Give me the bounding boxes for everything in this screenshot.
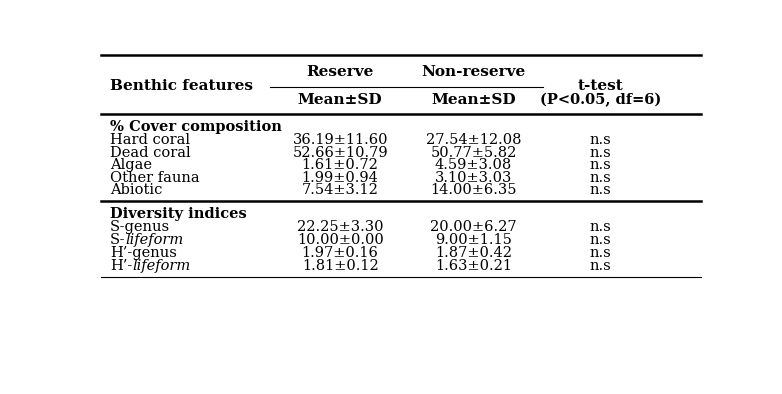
Text: n.s: n.s [590, 220, 612, 234]
Text: H’-: H’- [109, 259, 132, 273]
Text: n.s: n.s [590, 146, 612, 160]
Text: Hard coral: Hard coral [109, 134, 190, 147]
Text: Benthic features: Benthic features [109, 79, 253, 93]
Text: (P<0.05, df=6): (P<0.05, df=6) [540, 93, 662, 108]
Text: Diversity indices: Diversity indices [109, 207, 246, 221]
Text: Non-reserve: Non-reserve [421, 65, 526, 78]
Text: 50.77±5.82: 50.77±5.82 [430, 146, 517, 160]
Text: Abiotic: Abiotic [109, 183, 162, 197]
Text: lifeform: lifeform [132, 259, 190, 273]
Text: 1.63±0.21: 1.63±0.21 [435, 259, 512, 273]
Text: n.s: n.s [590, 171, 612, 185]
Text: Mean±SD: Mean±SD [298, 93, 382, 108]
Text: n.s: n.s [590, 259, 612, 273]
Text: Algae: Algae [109, 158, 152, 172]
Text: 27.54±12.08: 27.54±12.08 [425, 134, 522, 147]
Text: Reserve: Reserve [307, 65, 374, 78]
Text: 1.81±0.12: 1.81±0.12 [302, 259, 378, 273]
Text: 7.54±3.12: 7.54±3.12 [302, 183, 378, 197]
Text: 1.87±0.42: 1.87±0.42 [435, 246, 512, 260]
Text: 1.97±0.16: 1.97±0.16 [302, 246, 378, 260]
Text: n.s: n.s [590, 134, 612, 147]
Text: 20.00±6.27: 20.00±6.27 [430, 220, 517, 234]
Text: lifeform: lifeform [125, 233, 184, 247]
Text: Other fauna: Other fauna [109, 171, 199, 185]
Text: 10.00±0.00: 10.00±0.00 [297, 233, 383, 247]
Text: 52.66±10.79: 52.66±10.79 [292, 146, 388, 160]
Text: S-genus: S-genus [109, 220, 170, 234]
Text: t-test: t-test [578, 79, 624, 93]
Text: n.s: n.s [590, 233, 612, 247]
Text: Dead coral: Dead coral [109, 146, 191, 160]
Text: H’-genus: H’-genus [109, 246, 177, 260]
Text: 4.59±3.08: 4.59±3.08 [435, 158, 512, 172]
Text: 3.10±3.03: 3.10±3.03 [435, 171, 512, 185]
Text: 14.00±6.35: 14.00±6.35 [430, 183, 517, 197]
Text: 1.61±0.72: 1.61±0.72 [302, 158, 378, 172]
Text: 9.00±1.15: 9.00±1.15 [435, 233, 512, 247]
Text: 22.25±3.30: 22.25±3.30 [297, 220, 383, 234]
Text: 1.99±0.94: 1.99±0.94 [302, 171, 378, 185]
Text: % Cover composition: % Cover composition [109, 121, 282, 134]
Text: Mean±SD: Mean±SD [431, 93, 516, 108]
Text: n.s: n.s [590, 158, 612, 172]
Text: 36.19±11.60: 36.19±11.60 [292, 134, 388, 147]
Text: S-: S- [109, 233, 125, 247]
Text: n.s: n.s [590, 246, 612, 260]
Text: n.s: n.s [590, 183, 612, 197]
